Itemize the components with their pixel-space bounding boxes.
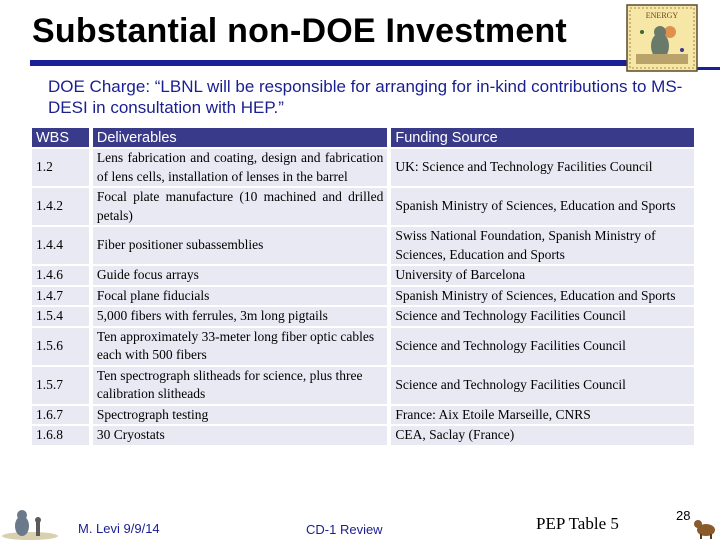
funding-cell: CEA, Saclay (France) xyxy=(391,426,694,445)
mascot-right-icon xyxy=(694,520,715,539)
table-row: 1.4.6 Guide focus arrays University of B… xyxy=(32,266,694,285)
table-row: 1.4.2 Focal plate manufacture (10 machin… xyxy=(32,188,694,225)
cell-gap xyxy=(387,327,392,365)
funding-cell: UK: Science and Technology Facilities Co… xyxy=(391,149,694,186)
cell-gap xyxy=(387,405,392,424)
wbs-cell: 1.4.2 xyxy=(32,188,89,225)
funding-cell: Swiss National Foundation, Spanish Minis… xyxy=(391,227,694,264)
wbs-cell: 1.4.4 xyxy=(32,227,89,264)
cell-gap xyxy=(387,227,392,264)
cell-gap xyxy=(88,227,93,264)
funding-cell: France: Aix Etoile Marseille, CNRS xyxy=(391,405,694,424)
funding-cell: Spanish Ministry of Sciences, Education … xyxy=(391,188,694,225)
deliverable-cell: Ten spectrograph slitheads for science, … xyxy=(92,366,388,404)
deliverable-cell: Lens fabrication and coating, design and… xyxy=(92,149,388,186)
title-underline xyxy=(30,60,630,66)
header-wbs: WBS xyxy=(32,128,89,147)
cell-gap xyxy=(88,149,93,186)
table-row: 1.2 Lens fabrication and coating, design… xyxy=(32,149,694,186)
cell-gap xyxy=(387,149,392,186)
wbs-cell: 1.4.7 xyxy=(32,286,89,305)
doe-charge-text: DOE Charge: “LBNL will be responsible fo… xyxy=(48,77,683,117)
table-row: 1.5.6 Ten approximately 33-meter long fi… xyxy=(32,327,694,365)
footer-pep-table: PEP Table 5 xyxy=(536,514,619,533)
cell-gap xyxy=(387,266,392,285)
cell-gap xyxy=(387,426,392,445)
header-gap xyxy=(387,128,392,147)
table-row: 1.4.4 Fiber positioner subassemblies Swi… xyxy=(32,227,694,264)
table-row: 1.4.7 Focal plane fiducials Spanish Mini… xyxy=(32,286,694,305)
table-row: 1.6.7 Spectrograph testing France: Aix E… xyxy=(32,405,694,424)
wbs-cell: 1.5.6 xyxy=(32,327,89,365)
deliverable-cell: Spectrograph testing xyxy=(92,405,388,424)
funding-cell: Spanish Ministry of Sciences, Education … xyxy=(391,286,694,305)
cell-gap xyxy=(88,426,93,445)
header-deliverables: Deliverables xyxy=(92,128,388,147)
deliverable-cell: Guide focus arrays xyxy=(92,266,388,285)
mascot-left-icon xyxy=(2,510,58,540)
deliverable-cell: 30 Cryostats xyxy=(92,426,388,445)
cell-gap xyxy=(387,366,392,404)
deliverables-table: WBS Deliverables Funding Source 1.2 Lens… xyxy=(32,126,694,447)
cell-gap xyxy=(88,327,93,365)
cell-gap xyxy=(88,286,93,305)
wbs-cell: 1.6.7 xyxy=(32,405,89,424)
funding-cell: Science and Technology Facilities Counci… xyxy=(391,366,694,404)
cell-gap xyxy=(88,188,93,225)
table-row: 1.5.4 5,000 fibers with ferrules, 3m lon… xyxy=(32,307,694,326)
funding-cell: University of Barcelona xyxy=(391,266,694,285)
deliverable-cell: Focal plane fiducials xyxy=(92,286,388,305)
deliverable-cell: Ten approximately 33-meter long fiber op… xyxy=(92,327,388,365)
header-gap xyxy=(88,128,93,147)
table-header-row: WBS Deliverables Funding Source xyxy=(32,128,694,147)
cell-gap xyxy=(387,307,392,326)
page-title: Substantial non-DOE Investment xyxy=(32,12,567,50)
cell-gap xyxy=(88,366,93,404)
footer-author-date: M. Levi 9/9/14 xyxy=(78,521,160,536)
energy-logo-icon: ENERGY xyxy=(626,4,698,72)
funding-cell: Science and Technology Facilities Counci… xyxy=(391,307,694,326)
wbs-cell: 1.5.4 xyxy=(32,307,89,326)
cell-gap xyxy=(88,307,93,326)
funding-cell: Science and Technology Facilities Counci… xyxy=(391,327,694,365)
cell-gap xyxy=(88,266,93,285)
logo-text: ENERGY xyxy=(646,11,679,20)
wbs-cell: 1.5.7 xyxy=(32,366,89,404)
table-row: 1.5.7 Ten spectrograph slitheads for sci… xyxy=(32,366,694,404)
cell-gap xyxy=(387,188,392,225)
deliverable-cell: 5,000 fibers with ferrules, 3m long pigt… xyxy=(92,307,388,326)
deliverable-cell: Fiber positioner subassemblies xyxy=(92,227,388,264)
wbs-cell: 1.6.8 xyxy=(32,426,89,445)
footer-review: CD-1 Review xyxy=(306,522,383,537)
header-funding-source: Funding Source xyxy=(391,128,694,147)
table-row: 1.6.8 30 Cryostats CEA, Saclay (France) xyxy=(32,426,694,445)
wbs-cell: 1.4.6 xyxy=(32,266,89,285)
wbs-cell: 1.2 xyxy=(32,149,89,186)
cell-gap xyxy=(88,405,93,424)
deliverable-cell: Focal plate manufacture (10 machined and… xyxy=(92,188,388,225)
cell-gap xyxy=(387,286,392,305)
page-number: 28 xyxy=(676,508,691,523)
